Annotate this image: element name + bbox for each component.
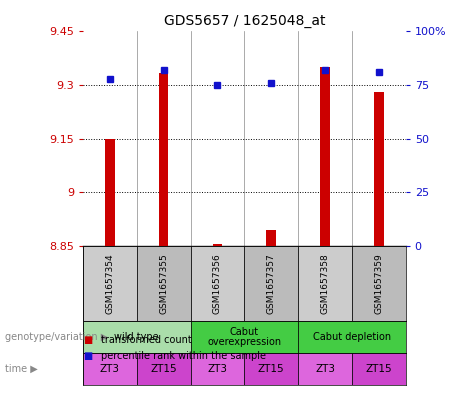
Bar <box>213 244 222 246</box>
Bar <box>320 67 330 246</box>
Bar <box>352 353 406 385</box>
Bar <box>190 321 298 353</box>
Text: ZT15: ZT15 <box>366 364 392 374</box>
Text: ZT3: ZT3 <box>100 364 120 374</box>
Bar <box>137 353 190 385</box>
Bar <box>298 321 406 353</box>
Bar <box>83 353 137 385</box>
Text: percentile rank within the sample: percentile rank within the sample <box>101 351 266 361</box>
Bar <box>190 353 244 385</box>
Text: ZT15: ZT15 <box>150 364 177 374</box>
Text: ■: ■ <box>83 335 92 345</box>
Bar <box>298 246 352 321</box>
Bar <box>266 230 276 246</box>
Bar <box>137 246 190 321</box>
Text: GSM1657359: GSM1657359 <box>374 253 383 314</box>
Text: Cabut
overexpression: Cabut overexpression <box>207 327 281 347</box>
Title: GDS5657 / 1625048_at: GDS5657 / 1625048_at <box>164 14 325 28</box>
Bar <box>298 353 352 385</box>
Bar <box>105 139 115 246</box>
Text: ZT15: ZT15 <box>258 364 284 374</box>
Text: GSM1657355: GSM1657355 <box>159 253 168 314</box>
Bar <box>374 92 384 246</box>
Bar <box>244 246 298 321</box>
Bar <box>352 246 406 321</box>
Text: GSM1657354: GSM1657354 <box>106 253 114 314</box>
Text: wild type: wild type <box>114 332 159 342</box>
Text: GSM1657356: GSM1657356 <box>213 253 222 314</box>
Text: ■: ■ <box>83 351 92 361</box>
Bar <box>83 246 137 321</box>
Bar <box>244 353 298 385</box>
Text: ZT3: ZT3 <box>315 364 335 374</box>
Text: transformed count: transformed count <box>101 335 192 345</box>
Bar <box>190 246 244 321</box>
Text: ZT3: ZT3 <box>207 364 227 374</box>
Text: Cabut depletion: Cabut depletion <box>313 332 391 342</box>
Text: GSM1657357: GSM1657357 <box>267 253 276 314</box>
Bar <box>83 321 190 353</box>
Text: genotype/variation ▶: genotype/variation ▶ <box>5 332 108 342</box>
Text: time ▶: time ▶ <box>5 364 37 374</box>
Text: GSM1657358: GSM1657358 <box>320 253 330 314</box>
Bar <box>159 73 168 246</box>
